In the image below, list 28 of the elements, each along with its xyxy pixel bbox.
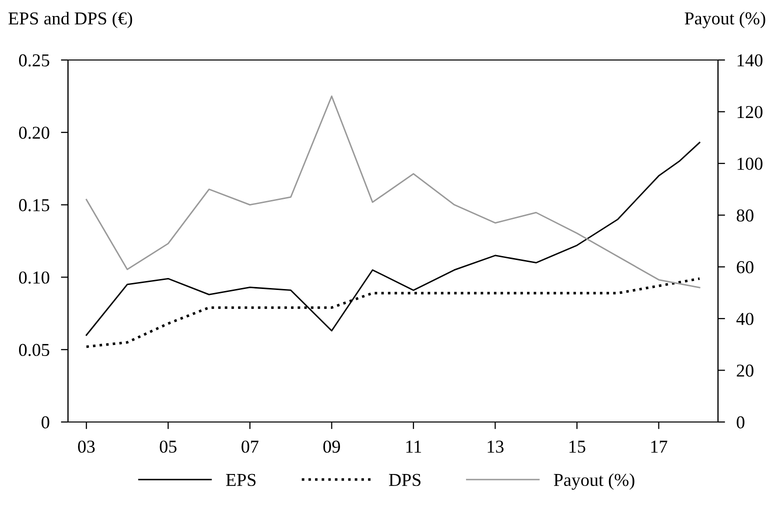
y2-tick-label: 80 bbox=[736, 209, 754, 222]
legend-label: DPS bbox=[388, 474, 420, 486]
y2-tick-label: 100 bbox=[738, 158, 762, 170]
y-tick-label: 0.25 bbox=[19, 54, 50, 67]
x-tick-label: 07 bbox=[242, 440, 258, 453]
y2-tick-label: 120 bbox=[738, 106, 762, 118]
x-tick-label: 05 bbox=[160, 440, 176, 453]
line-series bbox=[86, 96, 700, 288]
y2-tick-label: 40 bbox=[736, 312, 754, 326]
x-tick-label: 03 bbox=[78, 440, 95, 453]
x-tick-label: 13 bbox=[488, 440, 504, 453]
x-tick-label: 09 bbox=[323, 440, 340, 453]
x-tick-label: 11 bbox=[406, 440, 422, 453]
y-tick-label: 0.10 bbox=[19, 271, 50, 284]
y-tick-label: 0.05 bbox=[19, 344, 50, 356]
x-tick-label: 15 bbox=[570, 440, 586, 453]
legend-label: Payout (%) bbox=[554, 473, 634, 490]
y2-axis-title: Payout (%) bbox=[684, 12, 766, 28]
legend-label: EPS bbox=[226, 474, 256, 486]
y-tick-label: 0 bbox=[42, 416, 50, 428]
y2-tick-label: 60 bbox=[736, 261, 754, 274]
y2-tick-label: 20 bbox=[736, 364, 754, 377]
y2-tick-label: 0 bbox=[736, 416, 744, 428]
y-tick-label: 0.15 bbox=[19, 199, 50, 212]
y-axis-title: EPS and DPS (€) bbox=[8, 12, 132, 28]
y-tick-label: 0.20 bbox=[19, 126, 50, 139]
y2-tick-label: 140 bbox=[738, 54, 762, 66]
x-tick-label: 17 bbox=[651, 440, 668, 453]
